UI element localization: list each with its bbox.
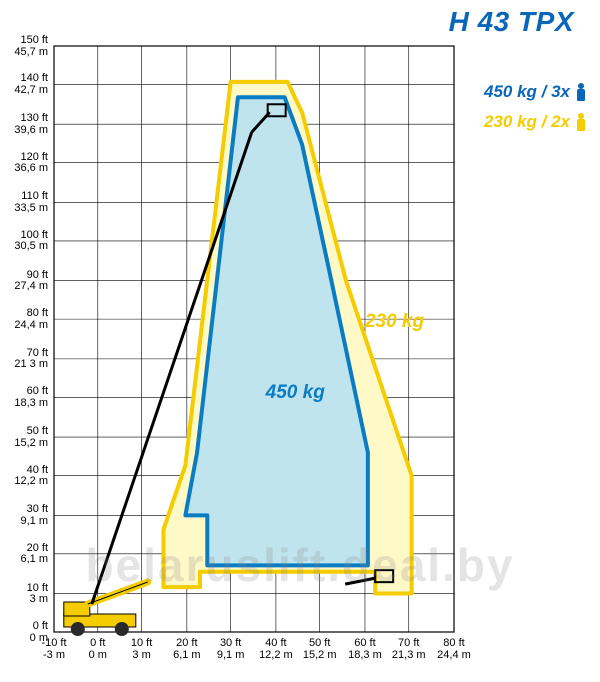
y-tick-label: 150 ft 45,7 m	[2, 35, 48, 58]
x-tick-label: 40 ft 12,2 m	[254, 638, 298, 661]
y-tick-label: 10 ft 3 m	[2, 583, 48, 606]
legend: 450 kg / 3x 230 kg / 2x	[484, 82, 586, 142]
y-tick-label: 70 ft 21 3 m	[2, 348, 48, 371]
region-label: 230 kg	[365, 311, 424, 333]
legend-row-450: 450 kg / 3x	[484, 82, 586, 102]
y-tick-label: 40 ft 12,2 m	[2, 465, 48, 488]
region-label: 450 kg	[266, 382, 325, 404]
legend-text-230: 230 kg / 2x	[484, 112, 570, 132]
title-text: H 43 TPX	[449, 6, 574, 37]
y-tick-label: 20 ft 6,1 m	[2, 543, 48, 566]
x-tick-label: 50 ft 15,2 m	[298, 638, 342, 661]
chart-title: H 43 TPX	[449, 6, 574, 38]
chart-container: H 43 TPX 450 kg / 3x 230 kg / 2x 0 ft 0 …	[0, 0, 600, 682]
legend-text-450: 450 kg / 3x	[484, 82, 570, 102]
y-tick-label: 130 ft 39,6 m	[2, 113, 48, 136]
x-tick-label: 30 ft 9,1 m	[209, 638, 253, 661]
person-icon	[576, 113, 586, 131]
x-tick-label: 80 ft 24,4 m	[432, 638, 476, 661]
y-tick-label: 140 ft 42,7 m	[2, 73, 48, 96]
x-tick-label: 70 ft 21,3 m	[387, 638, 431, 661]
y-tick-label: 60 ft 18,3 m	[2, 386, 48, 409]
person-icon	[576, 83, 586, 101]
y-tick-label: 50 ft 15,2 m	[2, 426, 48, 449]
y-tick-label: 30 ft 9,1 m	[2, 504, 48, 527]
x-tick-label: 60 ft 18,3 m	[343, 638, 387, 661]
x-tick-label: 0 ft 0 m	[76, 638, 120, 661]
y-tick-label: 120 ft 36,6 m	[2, 152, 48, 175]
y-tick-label: 110 ft 33,5 m	[2, 191, 48, 214]
y-tick-label: 90 ft 27,4 m	[2, 270, 48, 293]
x-tick-label: -10 ft -3 m	[32, 638, 76, 661]
y-tick-label: 100 ft 30,5 m	[2, 230, 48, 253]
x-tick-label: 20 ft 6,1 m	[165, 638, 209, 661]
x-tick-label: 10 ft 3 m	[120, 638, 164, 661]
legend-row-230: 230 kg / 2x	[484, 112, 586, 132]
y-tick-label: 80 ft 24,4 m	[2, 308, 48, 331]
